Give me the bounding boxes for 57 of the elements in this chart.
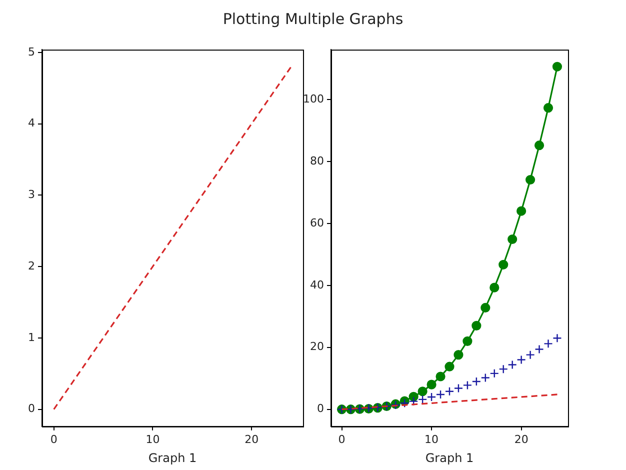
point <box>426 380 436 390</box>
x-tick-label: 20 <box>244 432 259 446</box>
point <box>408 396 418 406</box>
point <box>490 368 499 378</box>
line-series <box>53 66 292 410</box>
x-tick-label: 10 <box>424 432 439 446</box>
point <box>418 386 428 396</box>
y-tick-label: 60 <box>310 216 324 230</box>
point <box>454 384 464 393</box>
point <box>480 373 490 382</box>
x-axis-title: Graph 1 <box>148 450 197 465</box>
point <box>436 372 446 382</box>
point <box>516 355 526 364</box>
y-tick-label: 1 <box>28 330 35 344</box>
point <box>498 260 508 270</box>
point <box>444 386 454 396</box>
y-tick-label: 3 <box>28 188 35 202</box>
x-tick-label: 0 <box>338 432 346 446</box>
y-tick-label: 40 <box>310 278 324 292</box>
point <box>444 362 454 372</box>
point <box>400 398 410 408</box>
point <box>498 364 508 374</box>
point <box>508 234 518 244</box>
point <box>516 206 526 216</box>
chart-title: Plotting Multiple Graphs <box>222 10 404 28</box>
point <box>534 140 544 150</box>
point <box>526 350 535 360</box>
x-axis-title: Graph 1 <box>425 450 474 465</box>
point <box>508 360 517 370</box>
point <box>490 282 500 292</box>
point <box>525 174 536 185</box>
y-tick-label: 5 <box>28 45 35 58</box>
point <box>408 392 418 402</box>
point <box>454 350 464 360</box>
point <box>552 62 562 72</box>
y-tick-label: 2 <box>28 259 35 272</box>
point <box>462 380 472 390</box>
point <box>436 390 446 400</box>
point <box>472 320 482 330</box>
x-tick-label: 0 <box>50 432 58 446</box>
point <box>462 336 472 346</box>
x-tick-label: 20 <box>514 432 528 446</box>
point <box>543 103 554 113</box>
y-tick-label: 0 <box>28 402 35 416</box>
y-tick-label: 0 <box>316 402 324 416</box>
y-tick-label: 20 <box>310 340 324 354</box>
point <box>544 339 553 348</box>
point <box>426 392 436 402</box>
point <box>552 333 562 343</box>
point <box>534 344 544 354</box>
point <box>418 394 428 404</box>
y-tick-label: 4 <box>28 116 35 130</box>
y-tick-label: 80 <box>310 154 324 168</box>
point <box>480 302 490 313</box>
point <box>472 376 482 386</box>
x-tick-label: 10 <box>146 432 160 446</box>
y-tick-label: 100 <box>302 92 324 106</box>
